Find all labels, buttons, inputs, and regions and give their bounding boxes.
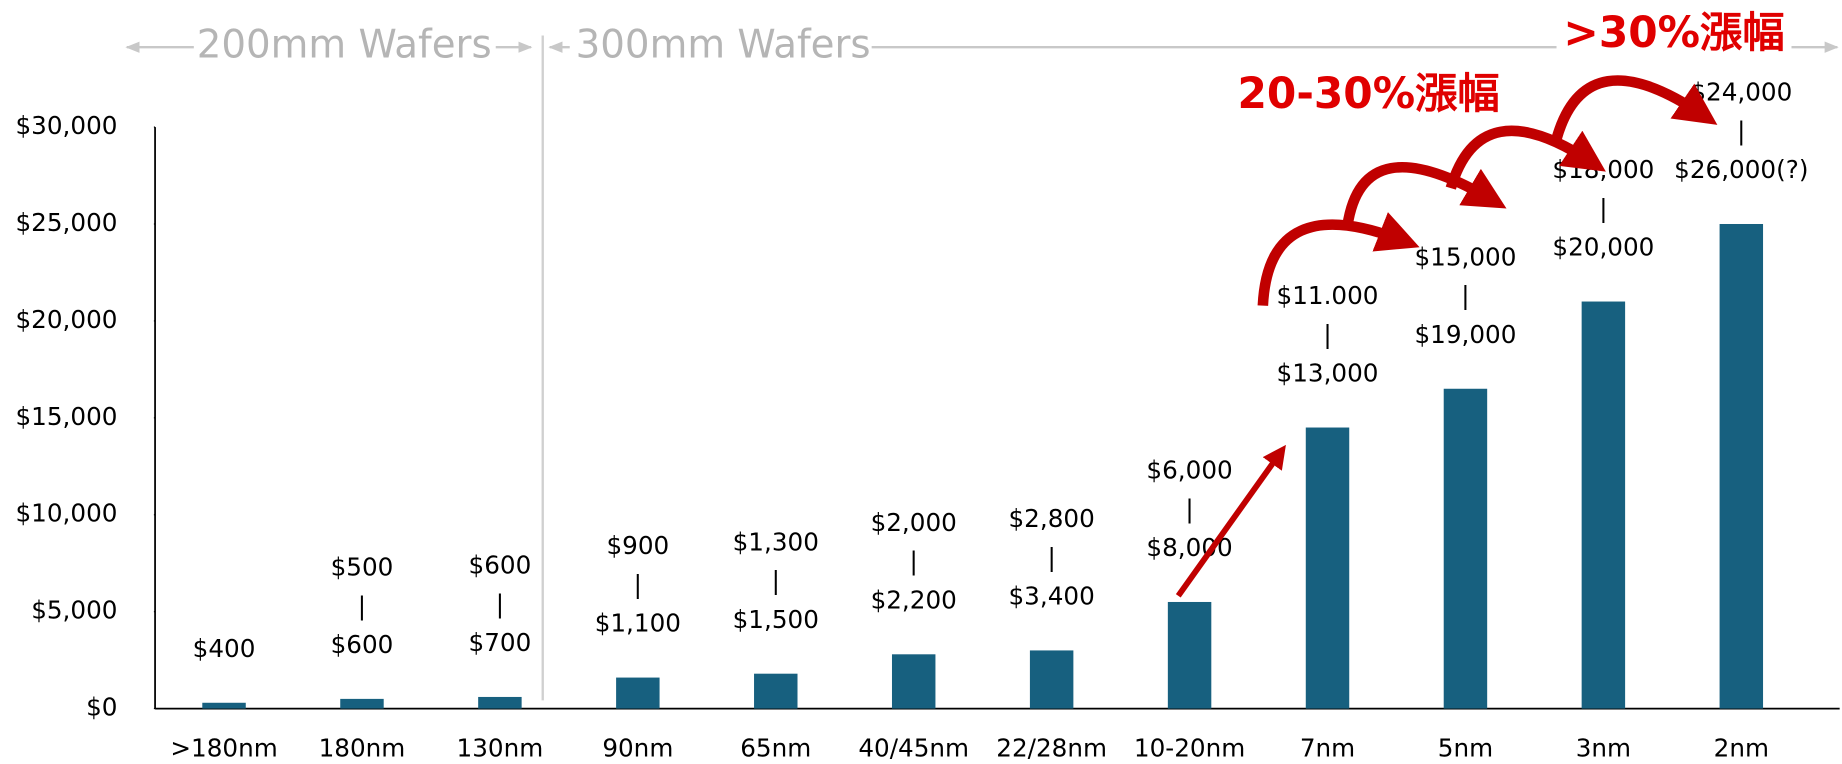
price-label: | xyxy=(772,566,780,595)
y-tick-label: $15,000 xyxy=(16,402,118,431)
bar xyxy=(1719,223,1764,709)
bar xyxy=(616,677,660,709)
bar xyxy=(1305,427,1350,709)
plot: $0 $5,000 $10,000 $15,000 $20,000 $25,000 $30,… xyxy=(16,78,1840,763)
bar xyxy=(1029,650,1074,709)
price-label: $24,000 xyxy=(1690,78,1792,107)
annotation: 200mm Wafers xyxy=(197,23,492,68)
price-label: $1,300 xyxy=(733,527,819,556)
wafer-markers xyxy=(125,35,1839,701)
x-tick-label: >180nm xyxy=(170,734,277,763)
price-label: $13,000 xyxy=(1277,359,1379,388)
x-tick-label: 22/28nm xyxy=(996,734,1107,763)
price-label: | xyxy=(1323,320,1331,349)
annotation: 300mm Wafers xyxy=(576,23,871,68)
price-label: | xyxy=(1737,116,1745,145)
bar xyxy=(478,696,522,709)
x-tick-label: 5nm xyxy=(1438,734,1493,763)
x-tick-label: 180nm xyxy=(319,734,406,763)
bar xyxy=(891,654,936,709)
trend-arrows xyxy=(1175,75,1718,598)
bar xyxy=(1443,388,1488,709)
bar xyxy=(202,702,246,709)
price-label: | xyxy=(1461,281,1469,310)
bar xyxy=(1581,301,1626,709)
price-label: | xyxy=(1599,194,1607,223)
annotation-bg xyxy=(1556,11,1792,59)
annotation: 20-30%漲幅 xyxy=(1237,69,1499,118)
price-label: $500 xyxy=(331,552,394,581)
y-tick-label: $25,000 xyxy=(16,208,118,237)
y-tick-label: $0 xyxy=(86,693,117,722)
bar xyxy=(340,698,384,709)
x-tick-label: 2nm xyxy=(1714,734,1769,763)
price-label: $18,000 xyxy=(1552,155,1654,184)
price-label: | xyxy=(1047,543,1055,572)
price-label: $6,000 xyxy=(1146,456,1232,485)
price-label: $11.000 xyxy=(1277,281,1379,310)
price-label: $26,000(?) xyxy=(1674,155,1808,184)
price-label: | xyxy=(634,570,642,599)
bar xyxy=(754,673,798,709)
bar xyxy=(1167,601,1212,709)
x-tick-label: 130nm xyxy=(457,734,544,763)
annotation: >30%漲幅 xyxy=(1563,8,1784,57)
price-label: $1,500 xyxy=(733,605,819,634)
price-label: $3,400 xyxy=(1009,582,1095,611)
y-tick-label: $5,000 xyxy=(31,596,117,625)
price-label: $1,100 xyxy=(595,609,681,638)
price-label: $2,800 xyxy=(1009,504,1095,533)
price-label: | xyxy=(496,589,504,618)
price-label: $19,000 xyxy=(1414,320,1516,349)
x-tick-label: 7nm xyxy=(1300,734,1355,763)
price-label: $700 xyxy=(469,628,532,657)
x-tick-label: 40/45nm xyxy=(858,734,969,763)
price-label: | xyxy=(910,547,918,576)
x-tick-label: 3nm xyxy=(1576,734,1631,763)
price-label: $400 xyxy=(193,634,256,663)
y-tick-label: $20,000 xyxy=(16,305,118,334)
x-tick-label: 65nm xyxy=(740,734,811,763)
price-label: | xyxy=(358,591,366,620)
x-tick-label: 90nm xyxy=(602,734,673,763)
price-label: $15,000 xyxy=(1414,242,1516,271)
y-tick-label: $10,000 xyxy=(16,499,118,528)
price-label: $2,000 xyxy=(871,508,957,537)
price-label: $20,000 xyxy=(1552,233,1654,262)
x-tick-label: 10-20nm xyxy=(1134,734,1245,763)
price-label: $2,200 xyxy=(871,585,957,614)
price-label: $600 xyxy=(331,630,394,659)
price-label: $600 xyxy=(469,551,532,580)
y-tick-label: $30,000 xyxy=(16,111,118,140)
price-label: | xyxy=(1185,494,1193,523)
price-label: $900 xyxy=(606,531,669,560)
